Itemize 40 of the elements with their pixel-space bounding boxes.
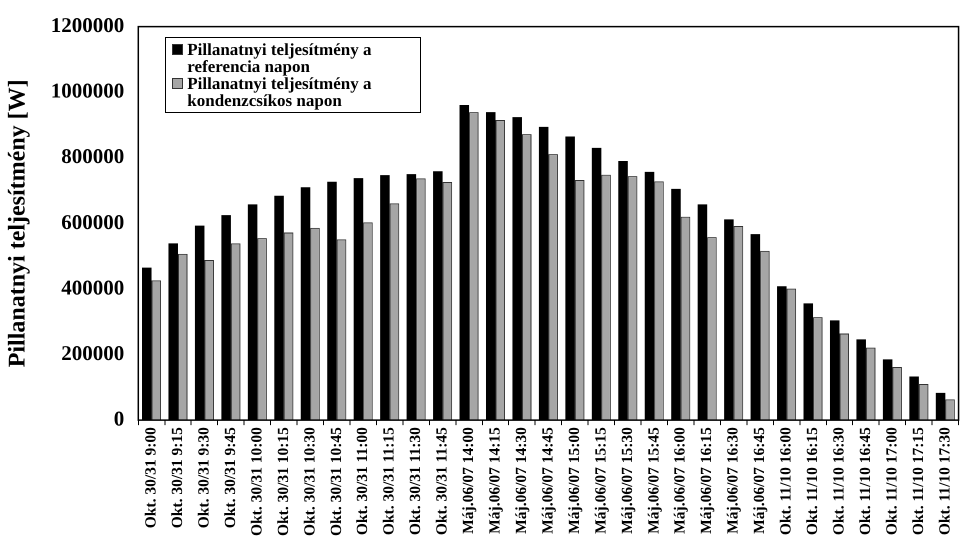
x-tick-label: Okt. 30/31 9:15 [168,426,186,528]
x-tick-label: Okt. 11/10 16:00 [778,426,795,536]
x-tick-label: Máj.06/07 15:45 [645,426,662,534]
x-tick-label: Máj.06/07 16:15 [698,426,716,534]
x-tick-label: Máj.06/07 14:30 [512,426,530,534]
x-tick-label: Máj.06/07 14:45 [539,426,556,534]
y-tick-label: 1200000 [50,13,124,38]
x-tick-label: Okt. 30/31 9:00 [142,426,160,528]
x-tick-label: Okt. 30/31 10:15 [274,426,292,536]
x-tick-label: Máj.06/07 14:00 [460,426,478,534]
x-tick-label: Okt. 11/10 16:15 [804,426,822,536]
y-tick-label: 200000 [61,340,124,365]
y-tick-label: 0 [114,406,124,430]
y-tick-label: 1000000 [50,78,124,103]
x-tick-label: Máj.06/07 15:15 [592,426,610,534]
x-tick-label: Okt. 30/31 11:30 [407,426,424,536]
x-tick-label: Okt. 30/31 11:45 [434,426,451,536]
y-tick-label: 400000 [61,275,124,300]
y-tick-label: 800000 [61,144,124,168]
y-tick-label: 600000 [61,210,124,234]
x-tick-label: Okt. 30/31 11:00 [354,426,372,536]
x-tick-label: Okt. 11/10 17:00 [883,426,900,536]
x-tick-label: Okt. 30/31 9:30 [195,426,212,528]
x-tick-label: Máj.06/07 15:30 [618,426,636,534]
x-tick-label: Okt. 30/31 10:00 [248,426,266,536]
x-tick-label: Máj.06/07 16:00 [672,426,689,534]
x-tick-label: Okt. 30/31 10:30 [301,426,318,536]
x-tick-label: Okt. 30/31 9:45 [222,426,239,528]
x-tick-label: Máj.06/07 14:15 [486,426,504,534]
legend-label: Pillanatnyi teljesítmény a referencia napon [187,40,372,76]
x-tick-label: Máj.06/07 15:00 [566,426,583,534]
y-axis-title: Pillanatnyi teljesítmény [W] [4,79,31,368]
x-tick-label: Máj.06/07 16:45 [751,426,768,534]
x-tick-label: Okt. 11/10 17:30 [936,426,954,536]
x-tick-label: Okt. 11/10 17:15 [910,426,927,536]
x-tick-label: Okt. 11/10 16:30 [830,426,848,536]
x-tick-label: Máj.06/07 16:30 [724,426,742,534]
x-tick-label: Okt. 30/31 10:45 [328,426,345,536]
x-tick-label: Okt. 11/10 16:45 [856,426,874,536]
x-tick-label: Okt. 30/31 11:15 [380,426,398,536]
